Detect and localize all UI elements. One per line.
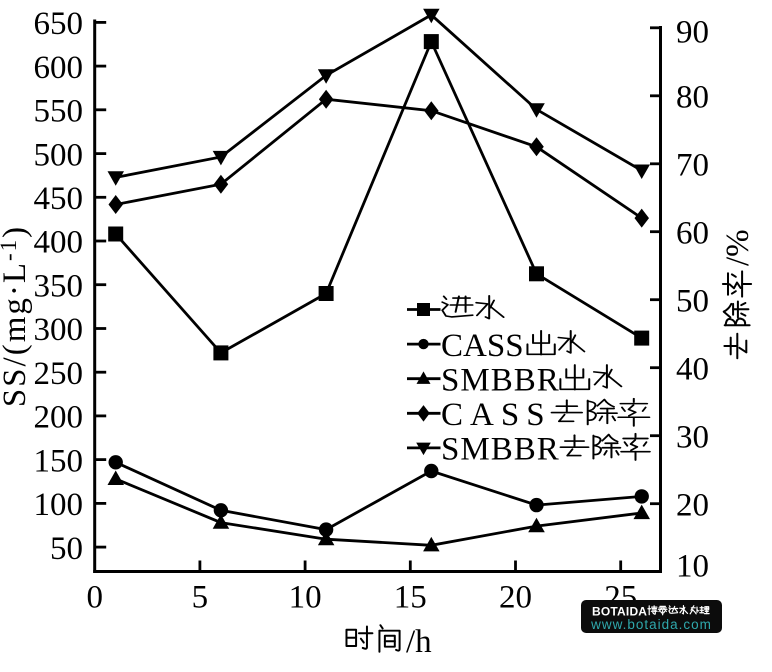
svg-text:200: 200: [34, 400, 84, 436]
svg-text:SMBBR: SMBBR: [441, 432, 560, 468]
svg-text:500: 500: [34, 137, 84, 173]
svg-text:5: 5: [192, 580, 209, 616]
svg-text:/h: /h: [406, 624, 432, 660]
svg-text:10: 10: [289, 580, 322, 616]
svg-text:20: 20: [676, 487, 709, 523]
svg-text:450: 450: [34, 181, 84, 217]
svg-text:www.botaida.com: www.botaida.com: [590, 617, 712, 632]
svg-text:20: 20: [499, 580, 532, 616]
svg-text:600: 600: [34, 50, 84, 86]
svg-text:70: 70: [676, 148, 709, 184]
svg-text:60: 60: [676, 215, 709, 251]
svg-text:30: 30: [676, 419, 709, 455]
svg-text:90: 90: [676, 15, 709, 51]
svg-text:50: 50: [50, 531, 83, 567]
svg-text:350: 350: [34, 268, 84, 304]
svg-text:10: 10: [676, 549, 709, 585]
svg-text:250: 250: [34, 356, 84, 392]
svg-text:15: 15: [394, 580, 427, 616]
svg-text:/%: /%: [720, 229, 756, 266]
svg-text:300: 300: [34, 312, 84, 348]
svg-text:40: 40: [676, 351, 709, 387]
svg-text:0: 0: [86, 580, 103, 616]
svg-text:400: 400: [34, 225, 84, 261]
svg-text:550: 550: [34, 94, 84, 130]
svg-text:CASS: CASS: [441, 328, 524, 364]
svg-text:BOTAIDA: BOTAIDA: [592, 605, 647, 619]
svg-text:SS/(mg·L-1): SS/(mg·L-1): [0, 225, 33, 407]
svg-text:50: 50: [676, 283, 709, 319]
svg-text:80: 80: [676, 80, 709, 116]
svg-text:CASS: CASS: [441, 397, 552, 433]
svg-text:150: 150: [34, 443, 84, 479]
svg-text:650: 650: [34, 6, 84, 42]
svg-text:SMBBR: SMBBR: [441, 362, 560, 398]
svg-text:100: 100: [34, 487, 84, 523]
